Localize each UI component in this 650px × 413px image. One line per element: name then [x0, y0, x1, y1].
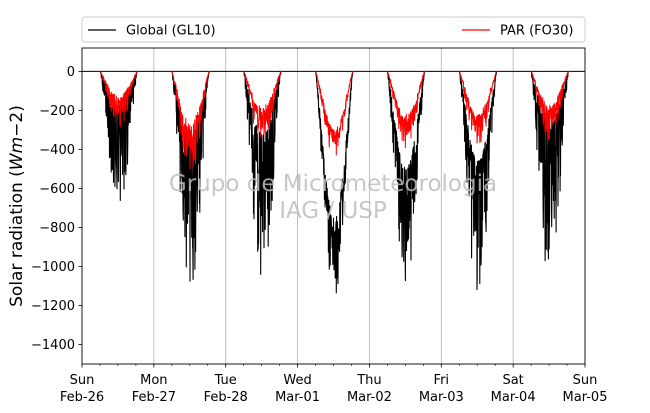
y-axis-label: Solar radiation (Wm−2)	[7, 105, 27, 307]
y-axis-label-unit: Wm	[7, 137, 27, 170]
legend-label-par: PAR (FO30)	[500, 24, 573, 39]
series-0-day-5	[458, 70, 498, 291]
legend-label-global: Global (GL10)	[126, 24, 216, 39]
x-tick-label-date-3: Mar-01	[275, 390, 320, 405]
series-0-day-3	[314, 70, 354, 294]
y-axis-label-prefix: Solar radiation (	[7, 170, 27, 307]
x-tick-label-day-5: Fri	[434, 373, 450, 388]
x-axis: Sun Feb-26 Mon Feb-27 Tue Feb-28 Wed Mar-01 Thu M…	[60, 364, 608, 405]
x-tick-label-day-1: Mon	[140, 373, 167, 388]
x-tick-label-date-0: Feb-26	[60, 390, 104, 405]
x-tick-label-day-0: Sun	[70, 373, 95, 388]
x-tick-label-day-7: Sun	[573, 373, 598, 388]
series-1-day-6	[530, 70, 570, 141]
series-1-day-4	[386, 70, 426, 149]
y-tick-label-6: −1200	[31, 299, 75, 314]
y-axis: 0 −200 −400 −600 −800 −1000 −1200 −1400	[31, 65, 82, 353]
y-tick-label-4: −800	[39, 221, 75, 236]
series-lines	[82, 70, 585, 294]
grid-lines	[153, 48, 514, 364]
series-1-day-3	[314, 70, 354, 156]
y-tick-label-5: −1000	[31, 260, 75, 275]
y-axis-label-suffix: )	[7, 105, 27, 112]
x-tick-label-date-6: Mar-04	[491, 390, 536, 405]
series-1-day-2	[243, 70, 282, 138]
x-tick-label-date-1: Feb-27	[132, 390, 176, 405]
y-tick-label-0: 0	[67, 65, 75, 80]
legend: Global (GL10) PAR (FO30)	[81, 16, 586, 43]
series-1-day-0	[99, 70, 138, 127]
series-0-day-1	[171, 70, 210, 282]
watermark-line-1: Grupo de Micrometeorologia	[169, 171, 497, 197]
x-tick-label-date-4: Mar-02	[347, 390, 392, 405]
series-0-day-6	[530, 70, 570, 262]
y-tick-label-3: −600	[39, 182, 75, 197]
watermark: Grupo de Micrometeorologia IAG / USP	[169, 171, 497, 224]
y-axis-label-exponent: −2	[7, 112, 27, 137]
series-0-day-2	[243, 70, 282, 275]
x-tick-label-date-2: Feb-28	[204, 390, 248, 405]
x-tick-label-date-5: Mar-03	[419, 390, 464, 405]
legend-box	[81, 16, 586, 43]
y-tick-label-1: −200	[39, 104, 75, 119]
x-tick-label-date-7: Mar-05	[563, 390, 608, 405]
x-tick-label-day-3: Wed	[283, 373, 311, 388]
x-tick-label-day-4: Thu	[356, 373, 381, 388]
watermark-line-2: IAG / USP	[279, 198, 387, 224]
y-tick-label-7: −1400	[31, 338, 75, 353]
series-0-day-0	[99, 70, 138, 202]
series-1-day-5	[458, 70, 498, 144]
series-0-day-4	[386, 70, 426, 282]
y-tick-label-2: −400	[39, 143, 75, 158]
x-tick-label-day-6: Sat	[502, 373, 523, 388]
series-1-day-1	[171, 70, 210, 170]
x-tick-label-day-2: Tue	[214, 373, 237, 388]
